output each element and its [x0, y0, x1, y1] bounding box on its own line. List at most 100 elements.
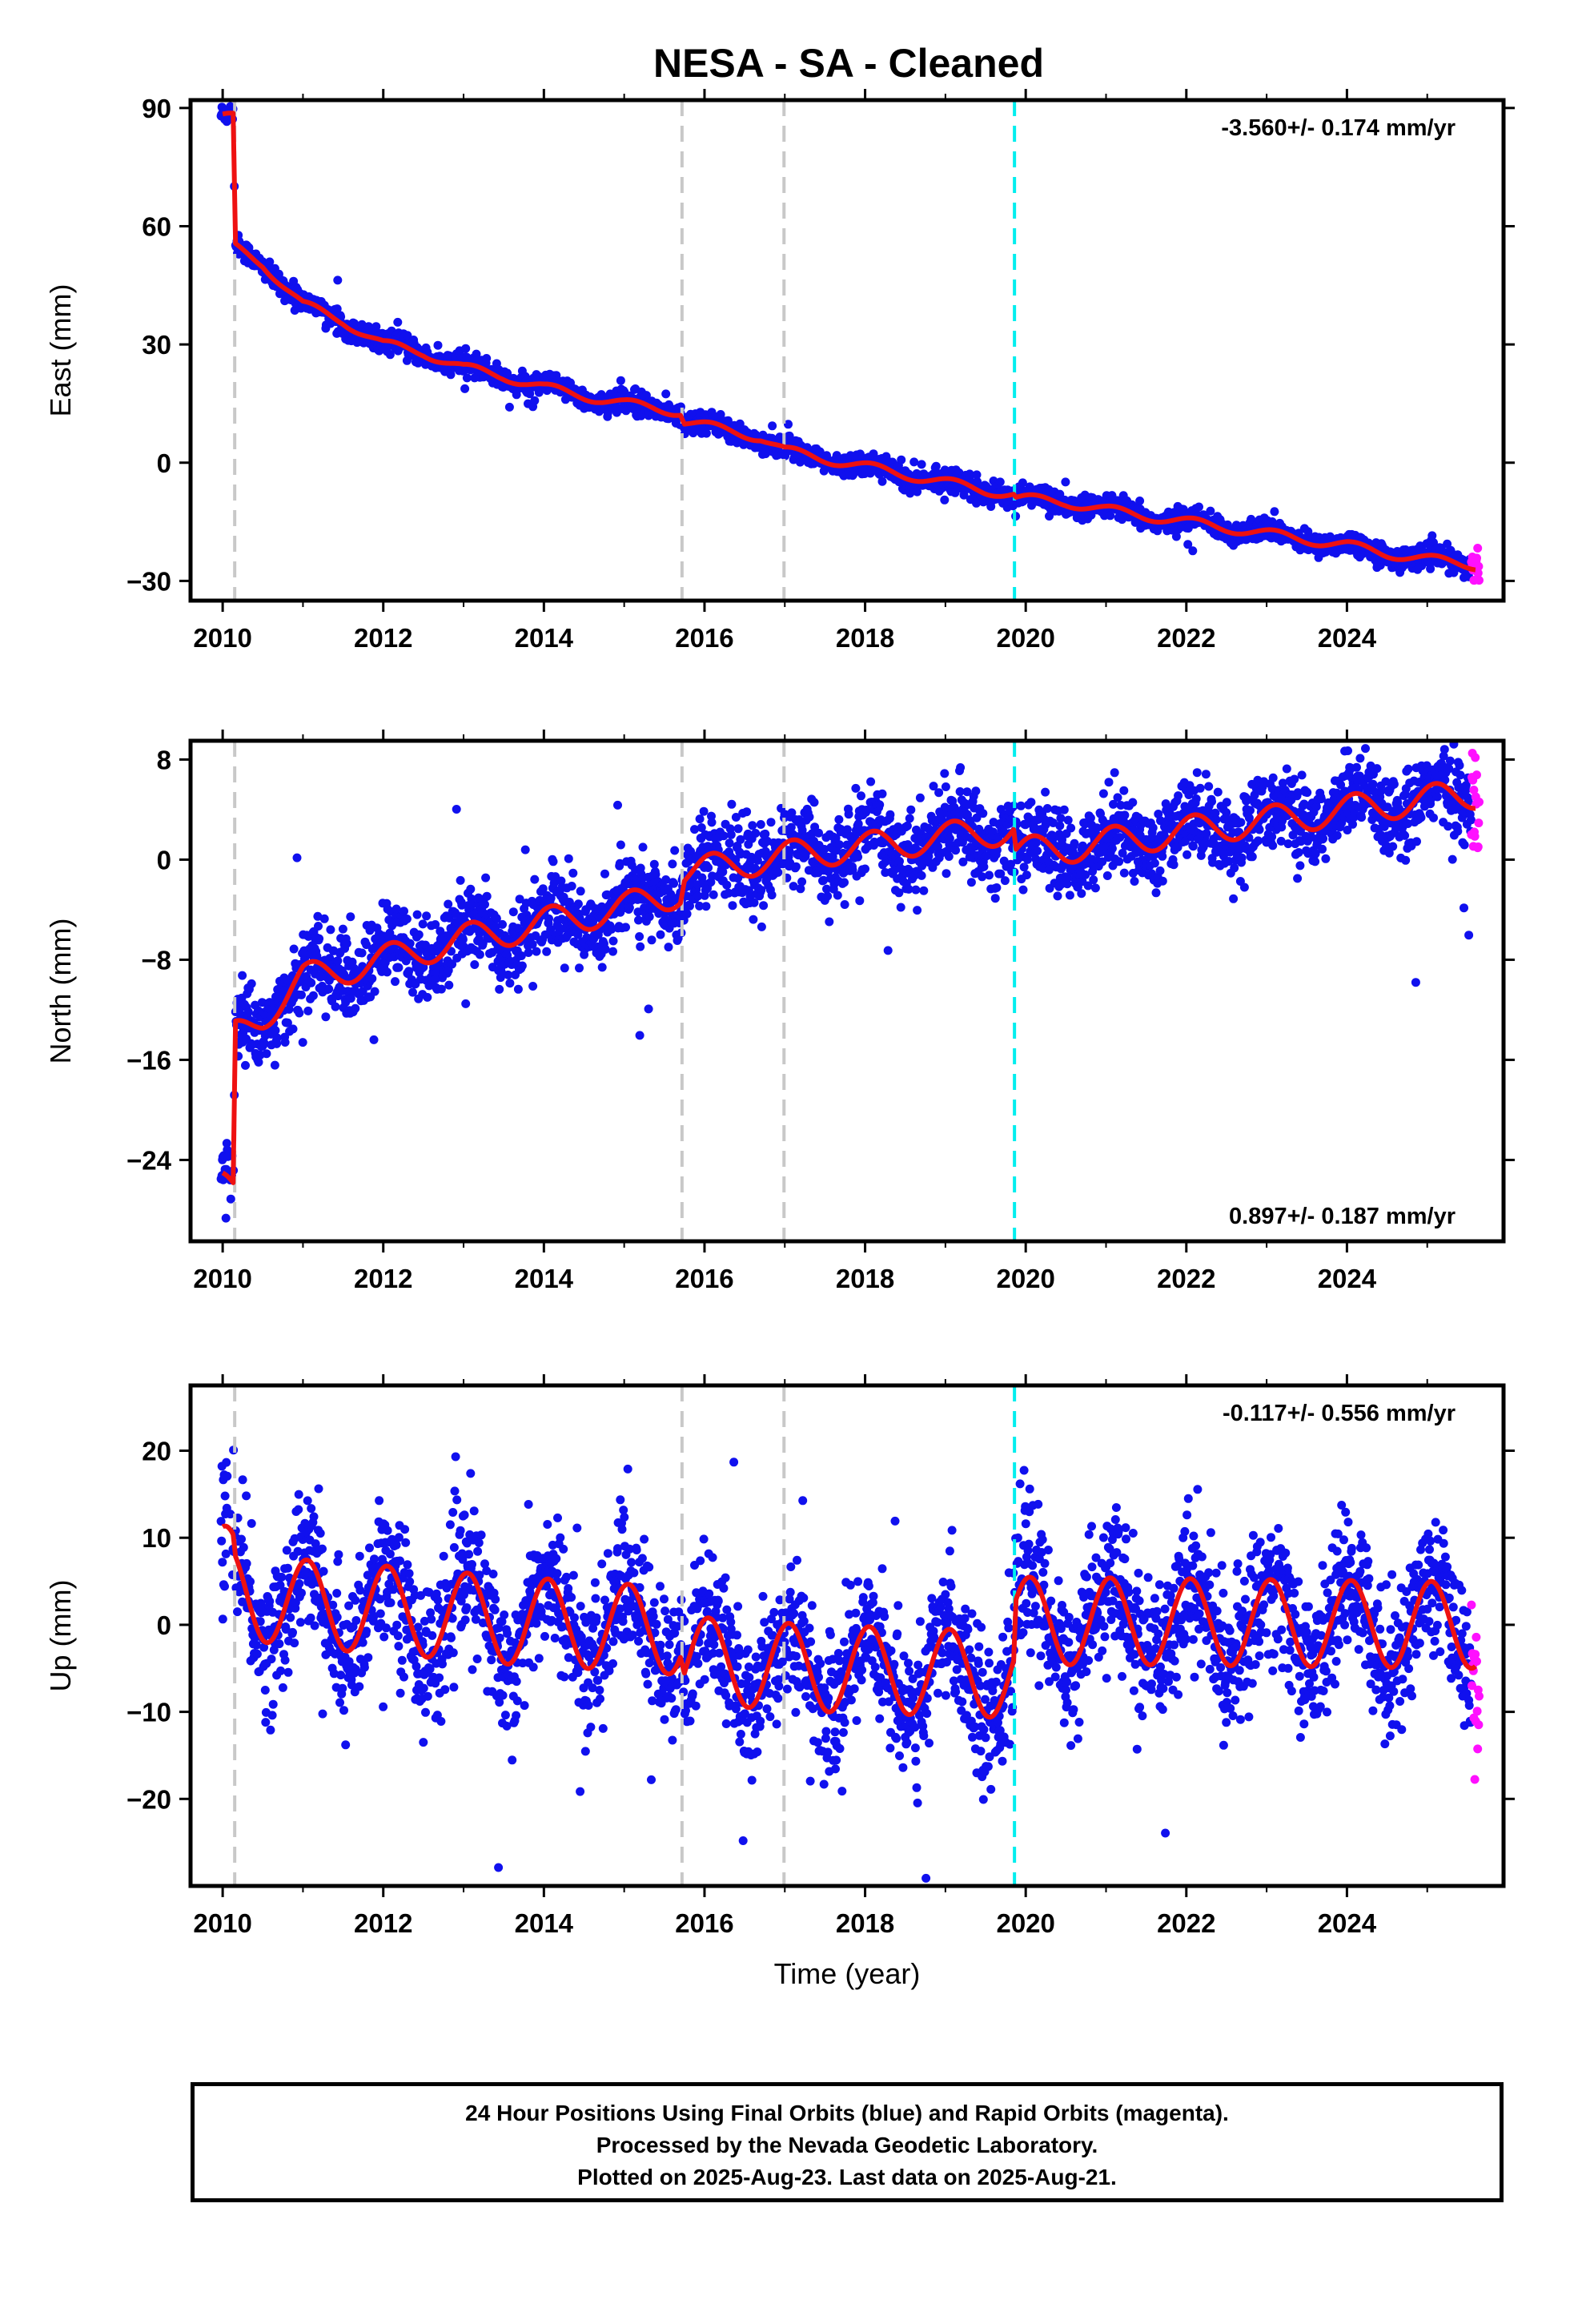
final-orbit-point [303, 1006, 313, 1015]
final-orbit-point [911, 885, 921, 895]
final-orbit-point [332, 304, 342, 314]
final-orbit-point [247, 979, 256, 988]
final-orbit-point [456, 875, 465, 885]
final-orbit-point [1042, 804, 1052, 813]
panel-north: 2010 2012 2014 2016 2018 2020 2022 2024−24−16−8… [44, 730, 1515, 1293]
final-orbit-point [400, 907, 408, 916]
final-orbit-point [825, 917, 834, 927]
final-orbit-point [913, 906, 922, 915]
final-orbit-point [452, 805, 461, 814]
final-orbit-points-east [216, 102, 1476, 582]
final-orbit-point [1119, 786, 1129, 795]
final-orbit-point [1110, 768, 1119, 778]
final-orbit-point [647, 935, 656, 945]
final-orbit-point [482, 354, 492, 363]
final-orbit-point [393, 317, 403, 327]
final-orbit-point [635, 1031, 644, 1040]
final-orbit-point [576, 887, 585, 896]
final-orbit-point [495, 984, 504, 994]
y-tick-label: −30 [126, 566, 171, 596]
final-orbit-point [564, 854, 573, 863]
final-orbit-point [530, 396, 540, 405]
final-orbit-point [333, 956, 343, 966]
final-orbit-point [1045, 512, 1054, 521]
final-orbit-point [1065, 891, 1074, 900]
final-orbit-point [877, 789, 887, 798]
final-orbit-point [906, 805, 916, 814]
final-orbit-point [940, 495, 950, 505]
final-orbit-point [851, 783, 861, 793]
final-orbit-point [1063, 815, 1073, 825]
final-orbit-point [597, 963, 607, 972]
final-orbit-point [756, 820, 765, 829]
final-orbit-point [548, 857, 558, 866]
final-orbit-point [238, 971, 247, 980]
final-orbit-point [346, 912, 355, 922]
final-orbit-point [1018, 885, 1028, 895]
final-orbit-point [243, 1007, 253, 1017]
final-orbit-point [866, 777, 876, 786]
final-orbit-point [1055, 821, 1065, 830]
final-orbit-point [1104, 778, 1114, 787]
final-orbit-point [357, 948, 367, 958]
final-orbit-point [482, 891, 492, 901]
final-orbit-point [773, 867, 783, 877]
final-orbit-point [480, 899, 489, 909]
final-orbit-point [338, 924, 347, 934]
final-orbit-point [875, 800, 885, 810]
final-orbit-point [573, 899, 583, 909]
final-orbit-point [941, 782, 950, 791]
final-orbit-point [221, 1213, 231, 1223]
final-orbit-point [1114, 857, 1124, 866]
final-orbit-point [326, 925, 335, 935]
final-orbit-point [297, 990, 306, 999]
figure-title: NESA - SA - Cleaned [653, 41, 1044, 86]
final-orbit-point [992, 883, 1002, 892]
final-orbit-point [321, 1012, 331, 1022]
plot-area-north [216, 741, 1484, 1241]
final-orbit-point [942, 869, 951, 879]
final-orbit-point [383, 967, 391, 977]
final-orbit-point [1128, 798, 1138, 807]
final-orbit-point [905, 814, 914, 823]
final-orbit-point [885, 810, 895, 819]
final-orbit-point [385, 350, 395, 360]
final-orbit-point [995, 477, 1005, 487]
final-orbit-point [444, 899, 453, 909]
final-orbit-point [324, 984, 334, 994]
final-orbit-point [528, 982, 538, 991]
final-orbit-point [1270, 507, 1279, 517]
final-orbit-point [797, 877, 807, 887]
final-orbit-point [370, 987, 379, 996]
final-orbit-point [314, 922, 323, 931]
final-orbit-point [670, 846, 680, 855]
final-orbit-point [990, 894, 1000, 903]
final-orbit-point [727, 799, 737, 809]
final-orbit-point [959, 490, 969, 500]
final-orbit-point [394, 963, 404, 972]
final-orbit-point [1120, 810, 1130, 820]
final-orbit-point [1098, 789, 1108, 798]
final-orbit-point [940, 769, 950, 778]
final-orbit-point [272, 1033, 282, 1043]
final-orbit-point [270, 1060, 279, 1070]
final-orbit-point [664, 943, 673, 952]
final-orbit-point [517, 961, 527, 971]
final-orbit-point [616, 376, 625, 385]
final-orbit-point [508, 907, 518, 917]
y-tick-label: 0 [157, 448, 171, 478]
final-orbit-point [1041, 787, 1050, 797]
final-orbit-point [1113, 793, 1122, 802]
final-orbit-point [404, 967, 414, 976]
final-orbit-point [402, 915, 412, 923]
final-orbit-point [934, 788, 944, 798]
final-orbit-point [931, 461, 941, 471]
rapid-orbit-point [1474, 561, 1484, 571]
final-orbit-point [719, 831, 729, 841]
panel-east: 2010 2012 2014 2016 2018 2020 2022 2024−3003060… [44, 89, 1515, 653]
plot-area-east [216, 100, 1484, 601]
final-orbit-point [1102, 871, 1112, 880]
final-orbit-point [560, 963, 569, 973]
final-orbit-point [972, 470, 982, 480]
final-orbit-point [600, 944, 610, 954]
